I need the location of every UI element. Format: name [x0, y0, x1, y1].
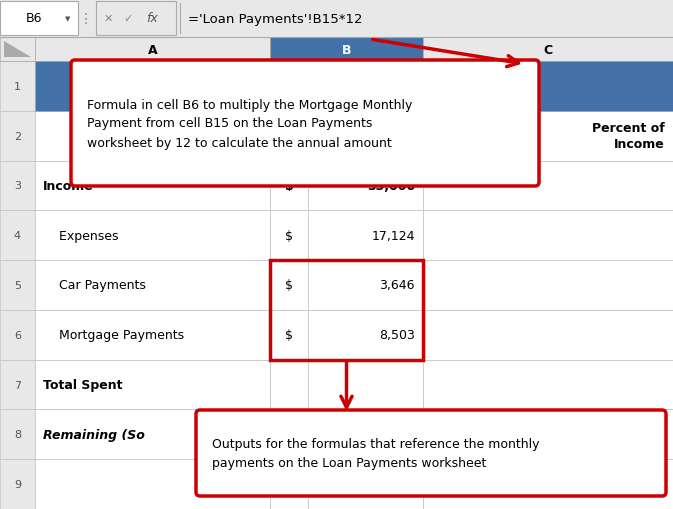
Bar [308, 459, 423, 509]
Text: 17,124: 17,124 [371, 229, 415, 242]
Bar [0, 310, 35, 360]
Bar [308, 310, 423, 360]
Bar [423, 161, 673, 211]
Text: ⋮: ⋮ [79, 12, 93, 26]
Bar [270, 161, 308, 211]
Bar [270, 459, 308, 509]
Bar [423, 38, 673, 62]
Bar [35, 211, 270, 261]
Bar [0, 0, 673, 38]
Bar [0, 261, 35, 310]
Text: Expenses: Expenses [43, 229, 118, 242]
Text: Income: Income [43, 180, 94, 192]
Bar [423, 111, 673, 161]
Text: Total Spent: Total Spent [43, 378, 122, 391]
Bar [0, 360, 35, 410]
Bar [308, 161, 423, 211]
Bar [270, 261, 308, 310]
Text: 6: 6 [14, 330, 21, 340]
Bar [0, 459, 35, 509]
Bar [308, 360, 423, 410]
Text: $: $ [285, 279, 293, 292]
Bar [35, 62, 673, 111]
Text: Percent of
Income: Percent of Income [592, 122, 665, 151]
Text: 2: 2 [14, 131, 21, 142]
Bar [270, 310, 308, 360]
FancyBboxPatch shape [71, 61, 539, 187]
Bar [270, 38, 423, 62]
Bar [423, 310, 673, 360]
Text: 3: 3 [14, 181, 21, 191]
Text: 3,646: 3,646 [380, 279, 415, 292]
Text: 1: 1 [14, 82, 21, 92]
Bar [0, 111, 35, 161]
Text: B6: B6 [26, 13, 42, 25]
FancyBboxPatch shape [196, 410, 666, 496]
Bar [35, 111, 270, 161]
Bar [35, 62, 270, 111]
Text: $: $ [285, 229, 293, 242]
Bar [308, 211, 423, 261]
Bar [96, 2, 176, 36]
Text: B: B [342, 43, 351, 56]
Bar [0, 161, 35, 211]
Bar [35, 261, 270, 310]
Bar [423, 62, 673, 111]
Text: Remaining (So: Remaining (So [43, 428, 145, 441]
Text: Outputs for the formulas that reference the monthly
payments on the Loan Payment: Outputs for the formulas that reference … [212, 437, 540, 469]
Bar [270, 261, 423, 360]
Bar [35, 410, 270, 459]
Text: 7: 7 [14, 380, 21, 390]
Bar [423, 261, 673, 310]
Bar [0, 2, 78, 36]
Bar [308, 111, 423, 161]
Bar [0, 38, 35, 62]
Text: 4: 4 [14, 231, 21, 241]
Bar [308, 410, 423, 459]
Text: ='Loan Payments'!B15*12: ='Loan Payments'!B15*12 [188, 13, 363, 25]
Bar [270, 211, 308, 261]
Bar [0, 211, 35, 261]
Bar [423, 410, 673, 459]
Bar [308, 261, 423, 310]
Bar [270, 410, 308, 459]
Bar [35, 38, 270, 62]
Text: 8: 8 [14, 430, 21, 439]
Text: 5: 5 [14, 280, 21, 291]
Text: ✓: ✓ [123, 14, 133, 24]
Text: A: A [147, 43, 157, 56]
Bar [270, 62, 308, 111]
Bar [35, 310, 270, 360]
Text: fx: fx [146, 13, 158, 25]
Bar [0, 410, 35, 459]
Text: 33,000: 33,000 [367, 180, 415, 192]
Text: C: C [543, 43, 553, 56]
Text: Mortgage Payments: Mortgage Payments [43, 329, 184, 342]
Text: Formula in cell B6 to multiply the Mortgage Monthly
Payment from cell B15 on the: Formula in cell B6 to multiply the Mortg… [87, 98, 413, 149]
Bar [270, 111, 308, 161]
Polygon shape [4, 42, 31, 58]
Bar [0, 62, 35, 111]
Bar [423, 360, 673, 410]
Text: ▼: ▼ [65, 16, 71, 22]
Text: 8,503: 8,503 [379, 329, 415, 342]
Bar [308, 62, 423, 111]
Text: 9: 9 [14, 479, 21, 489]
Text: $: $ [285, 180, 293, 192]
Bar [270, 360, 308, 410]
Text: ✕: ✕ [104, 14, 112, 24]
Bar [35, 360, 270, 410]
Bar [35, 459, 270, 509]
Bar [423, 459, 673, 509]
Text: Car Payments: Car Payments [43, 279, 146, 292]
Bar [423, 211, 673, 261]
Text: $: $ [285, 329, 293, 342]
Bar [35, 161, 270, 211]
